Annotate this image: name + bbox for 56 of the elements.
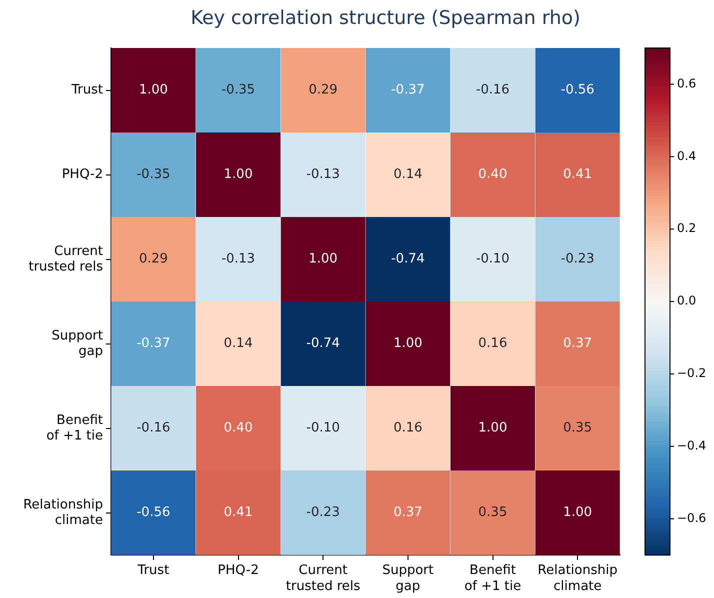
color-bar-label: 0.4	[677, 148, 696, 163]
data-label: 0.29	[138, 252, 168, 267]
y-tick-label: Relationship climate	[23, 497, 103, 528]
x-tick-label: Trust	[136, 563, 170, 578]
color-bar-label: 0.0	[677, 294, 696, 308]
data-label: 0.29	[308, 82, 338, 98]
data-label: 0.14	[224, 336, 253, 352]
data-label: -0.37	[391, 82, 425, 98]
data-label: 1.00	[308, 252, 338, 267]
color-bar-label: −0.6	[677, 510, 706, 525]
data-label: 0.37	[563, 336, 592, 352]
y-tick-label: PHQ-2	[62, 167, 103, 182]
data-label: -0.16	[136, 420, 170, 436]
chart-title: Key correlation structure (Spearman rho)	[190, 6, 580, 29]
data-label: 1.00	[393, 336, 422, 352]
data-label: -0.16	[476, 82, 510, 98]
y-tick-label: Trust	[70, 82, 103, 98]
color-bar-label: 0.2	[677, 221, 696, 236]
data-label: -0.13	[221, 252, 256, 267]
data-label: 1.00	[563, 505, 592, 520]
data-label: -0.23	[306, 505, 340, 520]
color-bar-label: −0.2	[677, 366, 706, 380]
x-tick-label: PHQ-2	[218, 563, 259, 578]
data-label: 0.35	[478, 505, 508, 520]
data-label: 0.35	[563, 420, 592, 436]
data-label: 0.37	[393, 505, 422, 520]
data-label: -0.23	[560, 252, 594, 267]
data-label: -0.35	[136, 167, 170, 182]
data-label: -0.10	[476, 252, 510, 267]
data-label: 0.41	[224, 505, 253, 520]
data-label: 0.16	[478, 336, 508, 352]
data-label: -0.10	[306, 420, 340, 436]
x-tick-label: Current trusted rels	[286, 563, 360, 594]
data-label: 0.40	[224, 420, 253, 436]
y-tick-label: Benefit of +1 tie	[46, 412, 103, 444]
data-label: 0.14	[393, 167, 422, 182]
data-label: -0.13	[306, 167, 340, 182]
data-label: -0.35	[221, 82, 256, 98]
x-tick-label: Relationship climate	[538, 563, 618, 594]
data-label: 1.00	[478, 420, 508, 436]
color-bar-label: 0.6	[677, 76, 696, 90]
data-label: -0.74	[306, 336, 340, 352]
data-label: 0.41	[563, 167, 592, 182]
data-label: -0.74	[391, 252, 425, 267]
color-bar-label: −0.4	[677, 438, 706, 452]
data-label: -0.37	[136, 336, 170, 352]
x-tick-label: Benefit of +1 tie	[464, 563, 522, 594]
data-label: 1.00	[138, 82, 168, 98]
data-label: 1.00	[224, 167, 253, 182]
x-tick-label: Support gap	[382, 563, 434, 594]
y-tick-label: Support gap	[52, 328, 103, 359]
data-label: 0.16	[393, 420, 422, 436]
data-label: -0.56	[136, 505, 170, 520]
y-tick-label: Current trusted rels	[28, 244, 104, 274]
data-label: 0.40	[478, 167, 508, 182]
data-label: -0.56	[560, 82, 594, 98]
